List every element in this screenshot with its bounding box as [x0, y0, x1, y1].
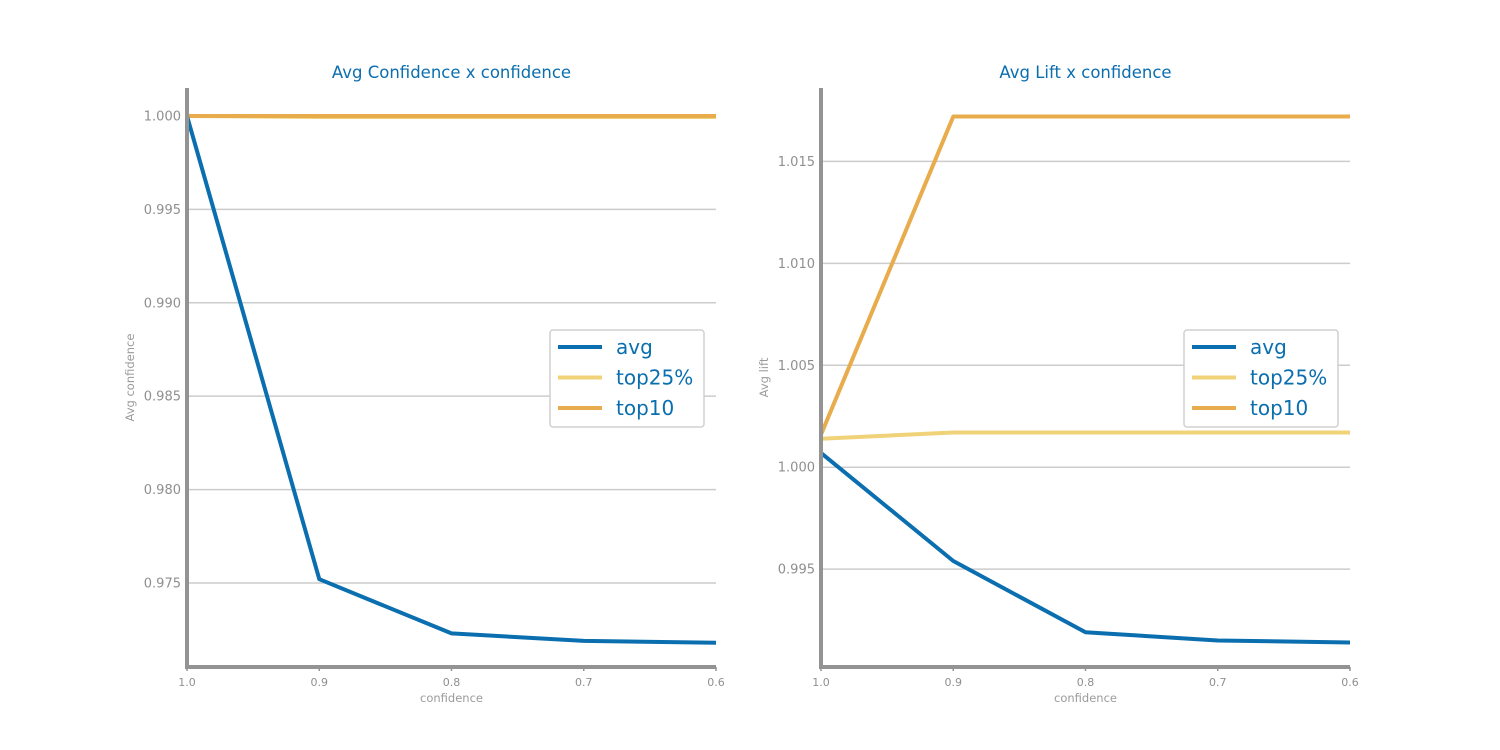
x-tick-label: 0.7 — [1209, 676, 1227, 689]
legend: avg top25% top10 — [549, 329, 705, 428]
x-tick-label: 1.0 — [812, 676, 830, 689]
y-tick-label: 1.015 — [778, 155, 815, 170]
series-line-avg — [185, 115, 717, 645]
y-tick-label: 1.010 — [778, 257, 815, 272]
chart-1: 0.975 0.980 0.985 0.990 0.995 1.000 1.0 0.9 0.8 0… — [123, 63, 725, 705]
series-line-top10 — [819, 114, 1350, 436]
legend-box — [549, 329, 705, 428]
chart-2: 0.995 1.000 1.005 1.010 1.015 1.0 0.9 0.8 0.7 0.6… — [757, 63, 1359, 705]
y-tick-label: 0.975 — [144, 576, 181, 591]
legend-label-top25pct: top25% — [616, 366, 693, 390]
x-tick-label: 1.0 — [178, 676, 196, 689]
x-tick-label: 0.8 — [443, 676, 461, 689]
chart-title: Avg Confidence x confidence — [332, 63, 571, 82]
y-tick-label: 1.000 — [778, 461, 815, 476]
series-line-top25pct — [820, 430, 1350, 441]
y-tick-label: 0.995 — [144, 203, 181, 218]
y-tick-label: 0.995 — [778, 563, 815, 578]
legend-label-top10: top10 — [616, 396, 674, 420]
legend-label-top10: top10 — [1250, 396, 1308, 420]
x-tick-label: 0.6 — [1341, 676, 1359, 689]
y-axis-label: Avg confidence — [123, 334, 137, 422]
legend-label-avg: avg — [616, 335, 653, 359]
legend: avg top25% top10 — [1183, 329, 1339, 428]
series-line-avg — [819, 451, 1351, 645]
legend-label-top25pct: top25% — [1250, 366, 1327, 390]
x-axis-label: confidence — [420, 691, 483, 705]
y-tick-label: 0.990 — [144, 296, 181, 311]
legend-box — [1183, 329, 1339, 428]
y-tick-label: 1.000 — [144, 110, 181, 125]
x-tick-label: 0.9 — [311, 676, 329, 689]
x-axis-label: confidence — [1054, 691, 1117, 705]
y-axis-label: Avg lift — [757, 357, 771, 397]
chart-title: Avg Lift x confidence — [999, 63, 1171, 82]
x-tick-label: 0.7 — [575, 676, 593, 689]
legend-label-avg: avg — [1250, 335, 1287, 359]
y-tick-label: 0.985 — [144, 390, 181, 405]
x-tick-label: 0.6 — [707, 676, 725, 689]
x-tick-label: 0.9 — [945, 676, 963, 689]
x-tick-label: 0.8 — [1077, 676, 1095, 689]
y-tick-label: 1.005 — [778, 359, 815, 374]
y-tick-label: 0.980 — [144, 483, 181, 498]
